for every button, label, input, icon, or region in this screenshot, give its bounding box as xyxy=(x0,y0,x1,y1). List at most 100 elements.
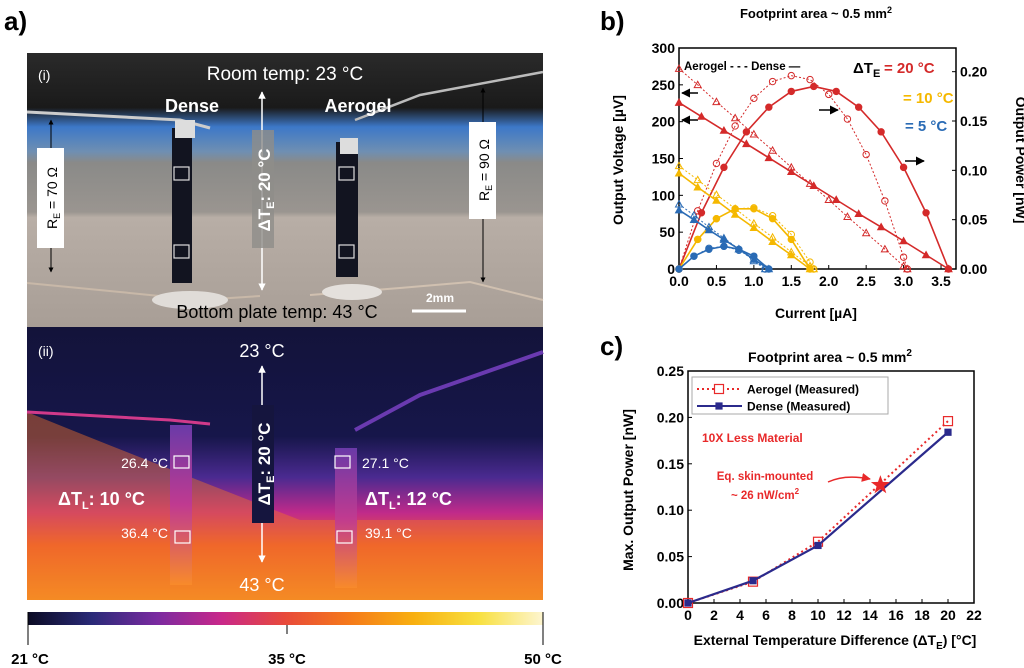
aerogel-power-point xyxy=(712,159,721,168)
annotation-less-material: 10X Less Material xyxy=(702,431,803,445)
aerogel-power-point xyxy=(787,71,795,80)
thermal-aerogel-strip xyxy=(335,448,357,588)
thermal-top-temp: 23 °C xyxy=(239,341,284,361)
aerogel-power-line xyxy=(678,207,815,270)
colorbar-max-label: 50 °C xyxy=(524,651,562,668)
aerogel-power-point xyxy=(806,75,814,84)
y-tick-label: 50 xyxy=(659,224,675,240)
aerogel-bottom-temp: 39.1 °C xyxy=(365,525,412,541)
annotation-arrow-icon xyxy=(827,473,871,483)
aerogel-power-point xyxy=(881,197,889,205)
aerogel-power-point xyxy=(810,265,818,273)
aerogel-voltage-point xyxy=(730,113,740,122)
dense-power-point xyxy=(787,87,795,96)
aerogel-power-point xyxy=(694,235,702,244)
chart-c-title: Footprint area ~ 0.5 mm2 xyxy=(748,348,912,365)
dense-point xyxy=(814,541,822,550)
y2-tick-label: 0.00 xyxy=(960,261,987,277)
dense-power-point xyxy=(877,128,885,136)
y-tick-label: 0.25 xyxy=(657,363,684,379)
dense-delta-tl: ΔTL: 10 °C xyxy=(58,489,145,512)
dense-point xyxy=(684,599,692,607)
legend-label: Dense (Measured) xyxy=(747,400,850,414)
y-tick-label: 200 xyxy=(652,114,676,130)
delta-te-label-bg xyxy=(252,130,274,248)
aerogel-point xyxy=(682,597,694,609)
aerogel-delta-tl: ΔTL: 12 °C xyxy=(365,489,452,512)
dense-strip xyxy=(172,128,192,283)
x-tick-label: 22 xyxy=(966,607,982,623)
dense-power-point xyxy=(765,103,773,111)
y-tick-label: 0.15 xyxy=(657,456,684,472)
aerogel-power-point xyxy=(675,265,683,273)
plot-frame xyxy=(687,370,975,604)
aerogel-strip xyxy=(336,142,358,277)
dense-top-roi xyxy=(173,166,190,181)
panel-b-label: b) xyxy=(600,6,625,36)
aerogel-voltage-line xyxy=(678,203,766,270)
aerogel-voltage-point xyxy=(712,97,721,106)
delta-te-label: ΔTE: 20 °C xyxy=(255,148,277,231)
scale-bar-label: 2mm xyxy=(426,291,454,305)
aerogel-voltage-point xyxy=(768,145,777,154)
thermal-delta-te-bg xyxy=(252,405,274,523)
dense-voltage-point xyxy=(831,195,841,204)
dense-voltage-point xyxy=(786,167,796,176)
aerogel-voltage-point xyxy=(674,64,684,72)
colorbar-bar xyxy=(28,612,543,625)
aerogel-voltage-point xyxy=(749,256,759,265)
aerogel-voltage-point xyxy=(749,129,759,138)
x-tick-label: 1.0 xyxy=(744,273,764,289)
dense-power-point xyxy=(899,163,908,172)
aerogel-power-point xyxy=(768,212,777,220)
aerogel-power-point xyxy=(903,265,912,273)
bottom-plate-temp-label: Bottom plate temp: 43 °C xyxy=(176,302,377,322)
aerogel-voltage-line xyxy=(678,68,908,270)
dense-voltage-point xyxy=(693,182,703,191)
temperature-legend-label: = 20 °C xyxy=(884,60,935,77)
re-left-label: RE = 70 Ω xyxy=(44,167,62,229)
aerogel-power-line xyxy=(678,245,766,270)
aerogel-voltage-point xyxy=(824,195,834,204)
aerogel-line xyxy=(687,420,949,604)
x-tick-label: 2.5 xyxy=(856,273,876,289)
thermal-aerogel-bottom-roi xyxy=(336,530,353,544)
chart-b-legend-text: Aerogel - - - Dense — xyxy=(684,61,801,73)
temperature-legend-label: = 10 °C xyxy=(903,90,954,107)
dense-voltage-point xyxy=(689,215,699,223)
aerogel-voltage-point xyxy=(689,210,699,219)
aerogel-voltage-point xyxy=(674,199,684,208)
aerogel-voltage-point xyxy=(786,162,796,171)
aerogel-power-point xyxy=(712,214,721,223)
y2-tick-label: 0.20 xyxy=(960,64,987,80)
aerogel-voltage-point xyxy=(693,80,703,89)
aerogel-point xyxy=(942,416,954,427)
thermal-hot-region xyxy=(27,412,543,600)
x-tick-label: 6 xyxy=(762,607,770,623)
aerogel-power-point xyxy=(694,207,702,215)
thermal-background xyxy=(27,327,543,600)
dense-power-line xyxy=(678,85,950,270)
x-tick-label: 3.5 xyxy=(931,273,951,289)
aerogel-power-point xyxy=(750,204,758,212)
aerogel-power-point xyxy=(862,150,870,159)
x-tick-label: 3.0 xyxy=(894,273,914,289)
dense-point xyxy=(944,428,952,436)
y-tick-label: 0.20 xyxy=(657,409,684,425)
dense-voltage-point xyxy=(768,237,777,246)
aerogel-power-line xyxy=(678,75,908,270)
x-tick-label: 0.5 xyxy=(707,273,727,289)
aerogel-voltage-point xyxy=(712,190,721,198)
dense-voltage-point xyxy=(876,222,886,231)
aerogel-power-point xyxy=(720,242,728,251)
aerogel-power-point xyxy=(731,122,739,130)
aerogel-power-point xyxy=(899,253,908,261)
aerogel-power-point xyxy=(705,244,713,252)
thermal-label: (ii) xyxy=(38,343,54,359)
chart-b-y2label: Output Power [nW] xyxy=(1013,97,1024,224)
x-tick-label: 14 xyxy=(862,607,878,623)
thermal-wire-left xyxy=(26,410,211,426)
panel-a-label: a) xyxy=(4,6,27,36)
colorbar-mid-label: 35 °C xyxy=(268,651,306,668)
